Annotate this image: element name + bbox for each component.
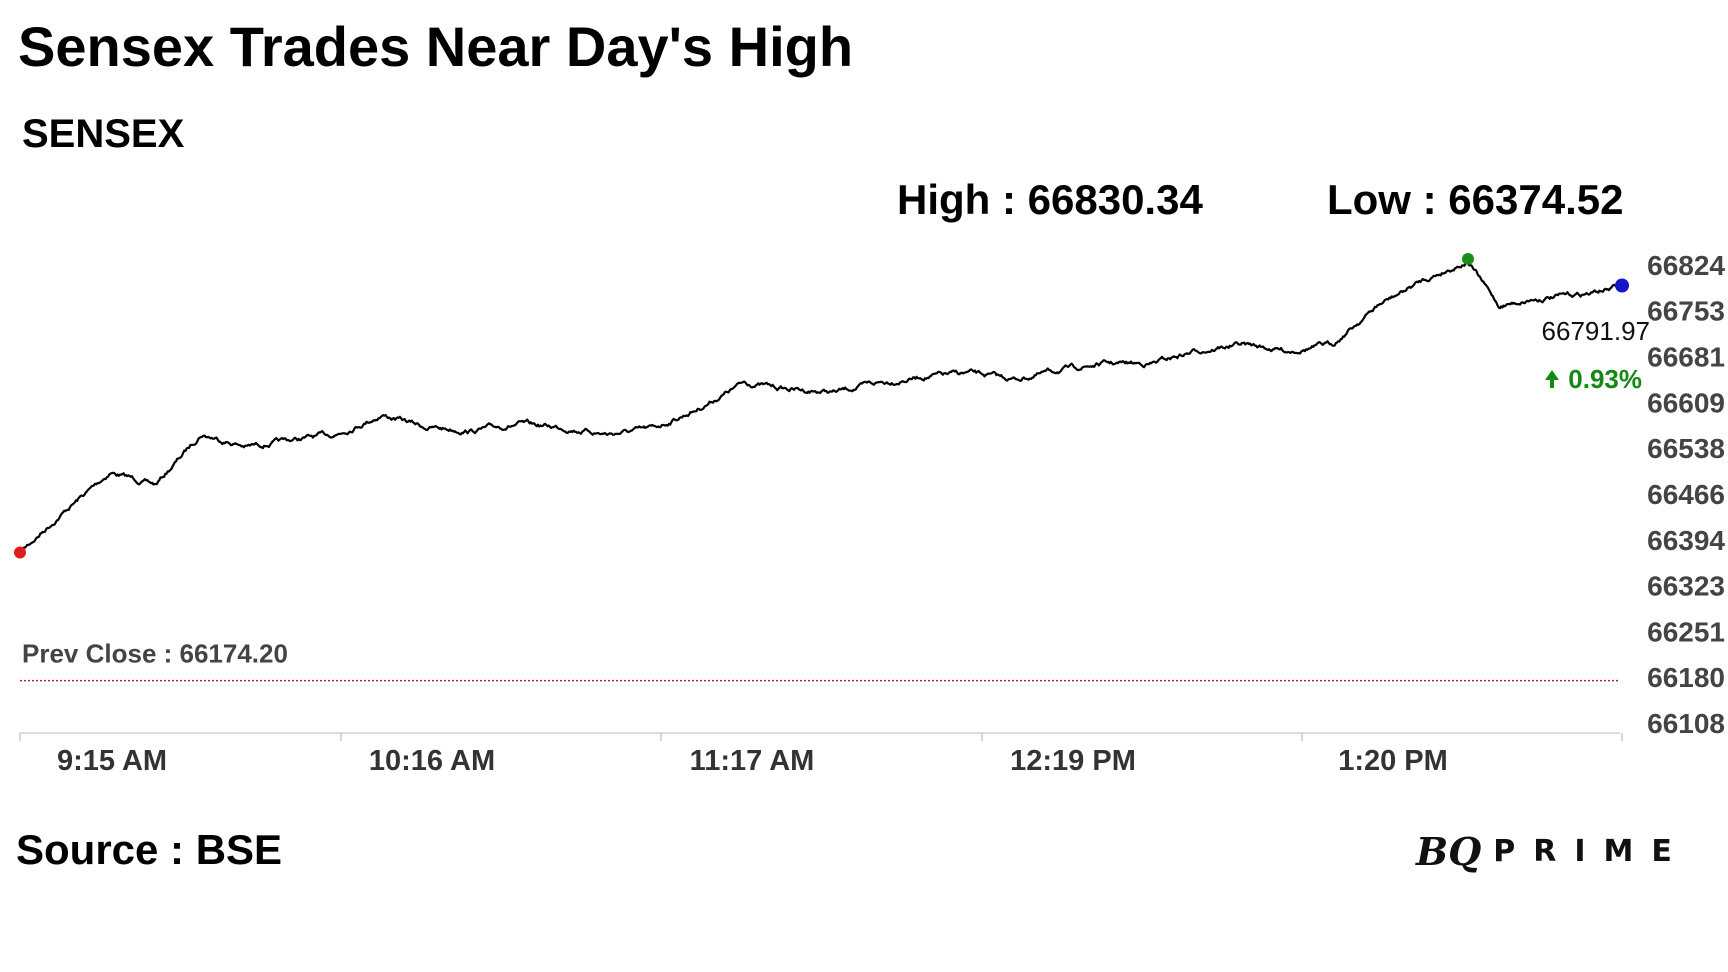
line-layer [14,252,1629,682]
y-tick-label: 66108 [1647,708,1725,739]
day-high-label: High : 66830.34 [897,176,1203,223]
y-tick-label: 66323 [1647,570,1725,601]
y-tick-label: 66609 [1647,388,1725,419]
last-price-marker [1615,278,1629,293]
y-tick-label: 66538 [1647,433,1725,464]
change-percent-group: 0.93% [1545,361,1645,397]
logo-prime-text: PRIME [1493,833,1690,869]
x-tick-label: 10:16 AM [369,745,495,777]
bq-prime-logo: BQ PRIME [1416,826,1690,876]
chart-title: Sensex Trades Near Day's High [18,15,854,78]
source-label: Source : BSE [16,826,283,873]
up-arrow-icon [1545,370,1559,388]
y-tick-label: 66824 [1647,250,1725,281]
day-high-marker [1462,252,1474,265]
y-tick-label: 66753 [1647,295,1725,326]
y-tick-label: 66681 [1647,341,1725,372]
change-percent-label: 0.93% [1568,364,1642,394]
x-tick-label: 1:20 PM [1338,745,1448,777]
x-tick-label: 12:19 PM [1010,745,1136,777]
label-layer: Prev Close : 66174.20 66791.97 0.93% [22,313,1653,669]
y-tick-label: 66180 [1647,662,1725,693]
y-tick-label: 66466 [1647,479,1725,510]
logo-bq-text: BQ [1416,828,1482,874]
x-tick-label: 9:15 AM [57,745,167,777]
y-tick-label: 66394 [1647,525,1725,556]
day-low-label: Low : 66374.52 [1327,176,1624,223]
chart-subtitle: SENSEX [22,112,185,156]
axis-layer: 9:15 AM 10:16 AM 11:17 AM 12:19 PM 1:20 PM 66… [19,250,1725,777]
x-tick-label: 11:17 AM [690,745,815,777]
day-low-start-marker [14,546,26,559]
sensex-price-line [19,262,1623,554]
last-value-label: 66791.97 [1542,316,1650,346]
prev-close-label: Prev Close : 66174.20 [22,639,288,669]
y-tick-label: 66251 [1647,617,1725,648]
